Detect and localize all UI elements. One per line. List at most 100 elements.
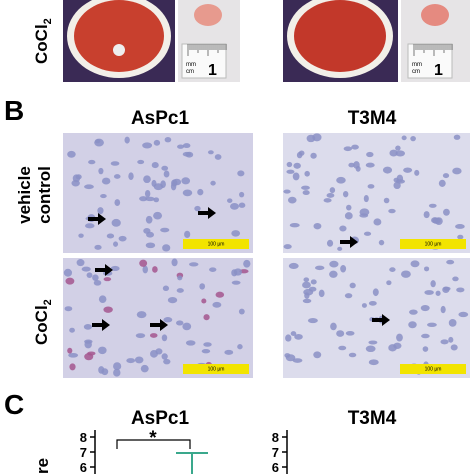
nucleus [111,218,121,227]
nucleus [69,363,76,371]
row-label: vehicle [15,166,34,224]
arrow [198,207,216,219]
nucleus [113,174,121,179]
nucleus [339,225,347,232]
nucleus [283,244,292,250]
nucleus [126,358,136,364]
nucleus [86,272,93,278]
scale-label: 100 µm [208,367,225,373]
arrow [372,314,390,326]
nucleus [142,265,149,274]
nucleus [343,146,353,152]
nucleus [145,196,155,202]
nucleus [114,199,121,206]
nucleus [438,179,446,187]
tissue [194,4,222,26]
nucleus [113,368,121,377]
nucleus [67,150,76,158]
row-label-text: CoCl [32,24,51,64]
scale-label: 100 µm [425,367,442,373]
nucleus [304,170,310,177]
nucleus [231,230,241,237]
nucleus [403,167,413,173]
nucleus [64,306,73,312]
nucleus [163,358,171,365]
nucleus [344,212,353,220]
nucleus [378,239,385,246]
nucleus [88,159,96,165]
nucleus [361,303,367,308]
nucleus [455,223,465,229]
nucleus [98,167,104,175]
nucleus [230,202,239,210]
nucleus [285,334,292,342]
y-tick-label: 6 [80,460,87,474]
nucleus [100,194,107,199]
row-label-sub: 2 [42,299,54,305]
nucleus [224,349,234,355]
nucleus [294,333,303,340]
nucleus [388,208,396,214]
panel-letter: B [4,95,24,126]
nucleus [140,364,149,373]
arrow [88,213,106,225]
nucleus [94,244,102,250]
nucleus [97,207,104,215]
nucleus [113,241,119,247]
nucleus [338,345,347,351]
nucleus [237,344,243,350]
nucleus [337,246,343,251]
nucleus [189,262,199,267]
nucleus [238,308,245,315]
nucleus [440,339,449,345]
nucleus [420,304,430,312]
nucleus [443,208,450,216]
nucleus [304,292,310,299]
nucleus [101,177,111,185]
nucleus [383,197,390,204]
nucleus [349,282,356,289]
nucleus [199,283,206,290]
nucleus [98,346,107,355]
nucleus [214,154,222,160]
nucleus [137,159,145,165]
nucleus [386,280,392,286]
ruler-unit: cm [412,69,420,75]
nucleus [118,235,127,242]
nucleus [353,161,360,169]
nucleus [231,280,241,285]
nucleus [160,227,170,233]
nucleus [286,161,293,168]
nucleus [146,231,155,238]
nucleus [368,340,378,345]
nucleus [292,172,300,181]
nucleus [344,293,353,299]
nucleus [330,322,337,331]
nucleus [72,174,81,183]
nucleus [367,184,375,189]
ring [113,44,125,56]
nucleus [128,172,134,181]
nucleus [203,314,210,321]
nucleus [306,134,316,143]
nucleus [401,135,407,141]
nucleus [303,277,310,283]
scale-label: 100 µm [208,242,225,248]
y-tick-label: 7 [80,445,87,460]
nucleus [284,353,291,358]
nucleus [408,321,417,329]
nucleus [448,319,457,327]
significance-bracket [116,439,191,449]
nucleus [395,179,406,184]
nucleus [286,169,295,174]
nucleus [110,265,120,272]
nucleus [288,262,299,270]
micrograph [63,133,253,253]
panel-letter: C [4,389,24,420]
nucleus [233,268,242,276]
nucleus [421,333,430,339]
nucleus [363,231,372,236]
nucleus [163,317,173,323]
